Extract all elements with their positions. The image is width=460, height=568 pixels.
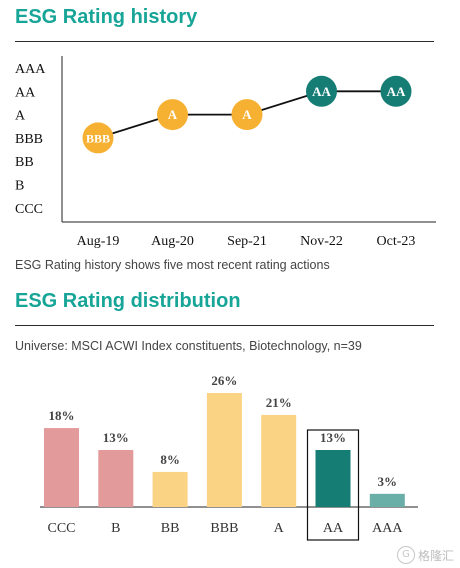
distribution-bar: [315, 450, 351, 507]
rating-marker: [231, 99, 263, 131]
category-label: AAA: [372, 521, 403, 536]
y-tick-label: AA: [15, 85, 36, 100]
bar-value-label: 8%: [160, 452, 180, 467]
x-tick-label: Sep-21: [227, 234, 267, 249]
history-title-rule: [15, 41, 434, 42]
distribution-title-rule: [15, 325, 434, 326]
distribution-caption: Universe: MSCI ACWI Index constituents, …: [15, 339, 362, 353]
y-tick-label: BBB: [15, 132, 43, 147]
history-caption: ESG Rating history shows five most recen…: [15, 258, 330, 272]
bar-value-label: 21%: [266, 395, 292, 410]
bar-value-label: 13%: [320, 430, 346, 445]
rating-marker: [380, 75, 412, 107]
rating-marker: [82, 122, 114, 154]
distribution-bar: [152, 471, 188, 507]
category-label: B: [111, 521, 120, 536]
rating-marker-label: BBB: [86, 131, 110, 145]
x-tick-label: Aug-19: [77, 234, 120, 249]
distribution-bar: [369, 493, 405, 507]
category-label: BB: [161, 521, 180, 536]
y-tick-label: BB: [15, 155, 34, 170]
y-tick-label: A: [15, 109, 26, 124]
distribution-bar: [44, 428, 79, 507]
bar-value-label: 13%: [103, 430, 129, 445]
watermark-text: 格隆汇: [417, 548, 454, 563]
y-tick-label: CCC: [15, 202, 43, 217]
rating-distribution-chart: 18% CCC 13% B 8% BB 26% BBB 21% A 13% AA 3% AAA: [40, 373, 418, 541]
watermark: G 格隆汇: [396, 546, 454, 564]
bar-value-label: 26%: [211, 373, 237, 388]
category-label: A: [274, 521, 285, 536]
rating-marker-label: A: [168, 107, 178, 122]
x-tick-label: Nov-22: [300, 234, 343, 249]
x-tick-label: Aug-20: [151, 234, 194, 249]
bar-value-label: 18%: [49, 408, 75, 423]
watermark-logo-icon: G: [396, 546, 415, 564]
distribution-bar: [261, 414, 297, 507]
rating-marker-label: A: [242, 107, 252, 122]
rating-marker: [157, 99, 188, 131]
y-tick-label: AAA: [15, 62, 46, 77]
distribution-bar: [206, 393, 242, 507]
distribution-bar: [98, 450, 134, 507]
y-tick-label: B: [15, 179, 24, 194]
bar-value-label: 3%: [378, 474, 398, 489]
highlight-box: [306, 429, 360, 541]
category-label: BBB: [210, 521, 238, 536]
x-tick-label: Oct-23: [377, 234, 416, 249]
category-label: CCC: [47, 521, 75, 536]
history-title: ESG Rating history: [15, 6, 198, 28]
distribution-title: ESG Rating distribution: [15, 290, 241, 312]
rating-marker: [306, 75, 337, 107]
rating-marker-label: AA: [387, 84, 406, 99]
category-label: AA: [323, 521, 344, 536]
rating-marker-label: AA: [312, 84, 331, 99]
